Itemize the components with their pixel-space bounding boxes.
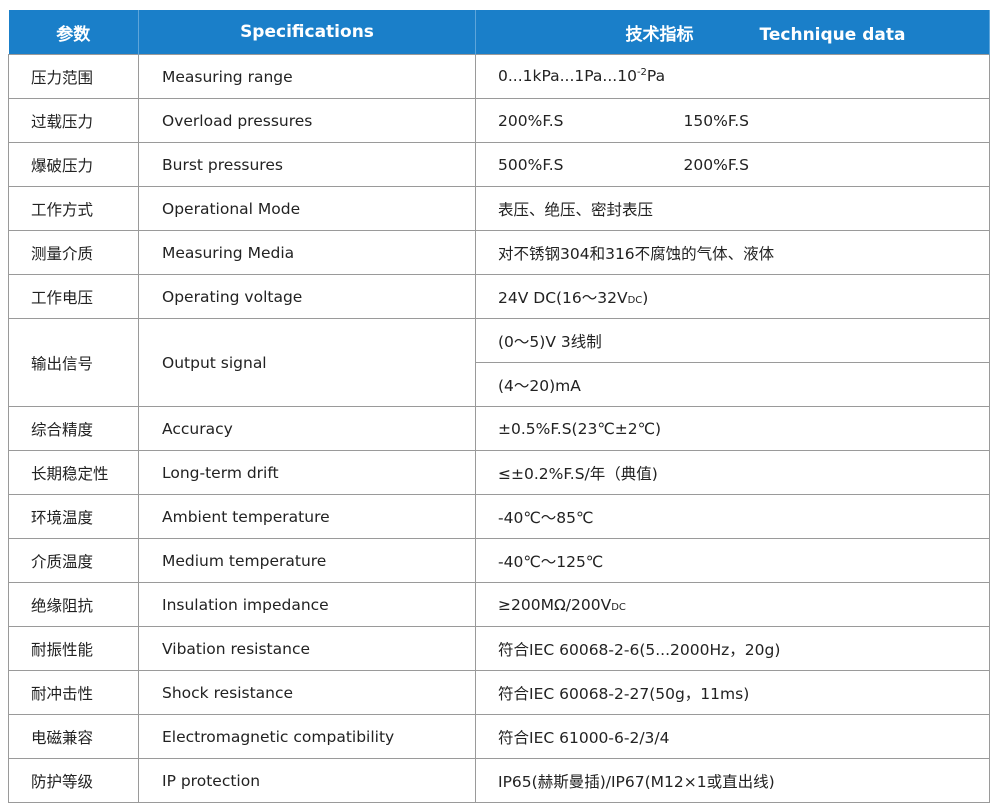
value-suffix: ) — [642, 288, 649, 307]
table-row: 工作方式 Operational Mode 表压、绝压、密封表压 — [8, 186, 990, 231]
header-tech: 技术指标 Technique data — [475, 10, 990, 55]
table-row: 测量介质 Measuring Media 对不锈钢304和316不腐蚀的气体、液… — [8, 230, 990, 275]
param-cn: 综合精度 — [8, 406, 139, 451]
tech-value: 对不锈钢304和316不腐蚀的气体、液体 — [475, 230, 990, 275]
tech-value: ≥200MΩ/200VDC — [475, 582, 990, 627]
param-cn: 耐振性能 — [8, 626, 139, 671]
table-row: 输出信号 Output signal (0～5)V 3线制 — [8, 318, 990, 407]
header-tech-en: Technique data — [759, 24, 906, 45]
param-cn: 爆破压力 — [8, 142, 139, 187]
tech-value: IP65(赫斯曼插)/IP67(M12×1或直出线) — [475, 758, 990, 803]
value-text: -40℃～125℃ — [498, 552, 604, 571]
tech-value: 表压、绝压、密封表压 — [475, 186, 990, 231]
header-tech-cn: 技术指标 — [625, 24, 694, 45]
value-text: 24V DC(16～32V — [498, 288, 628, 307]
header-row: 参数 Specifications 技术指标 Technique data — [8, 10, 990, 55]
spec-en: Burst pressures — [138, 142, 476, 187]
value-text: ≤±0.2%F.S/年（典值) — [498, 464, 658, 483]
value-subscript: DC — [627, 294, 643, 306]
value-text: ±0.5%F.S(23℃±2℃) — [498, 419, 662, 438]
header-param: 参数 — [8, 10, 139, 55]
spec-en: Insulation impedance — [138, 582, 476, 627]
value-text: ≥200MΩ/200V — [498, 595, 612, 614]
value-text-2: 150%F.S — [683, 111, 750, 130]
table-row: 工作电压 Operating voltage 24V DC(16～32VDC) — [8, 274, 990, 319]
table-row: (4～20)mA — [9, 362, 990, 407]
param-cn: 长期稳定性 — [8, 450, 139, 495]
table-row: 介质温度 Medium temperature -40℃～125℃ — [8, 538, 990, 583]
spec-en: Vibation resistance — [138, 626, 476, 671]
table-row: 防护等级 IP protection IP65(赫斯曼插)/IP67(M12×1… — [8, 758, 990, 803]
spec-en: Overload pressures — [138, 98, 476, 143]
tech-value: 符合IEC 61000-6-2/3/4 — [475, 714, 990, 759]
spec-en: Shock resistance — [138, 670, 476, 715]
value-text: (4～20)mA — [498, 376, 581, 395]
table-row: 综合精度 Accuracy ±0.5%F.S(23℃±2℃) — [8, 406, 990, 451]
table-row: 爆破压力 Burst pressures 500%F.S 200%F.S — [8, 142, 990, 187]
tech-value: ±0.5%F.S(23℃±2℃) — [475, 406, 990, 451]
table-row: 过载压力 Overload pressures 200%F.S 150%F.S — [8, 98, 990, 143]
spec-en: Output signal — [138, 318, 476, 407]
value-text: 500%F.S — [498, 155, 564, 174]
table-row: 耐振性能 Vibation resistance 符合IEC 60068-2-6… — [8, 626, 990, 671]
tech-value: 符合IEC 60068-2-6(5...2000Hz，20g) — [475, 626, 990, 671]
param-cn: 测量介质 — [8, 230, 139, 275]
spec-en: Measuring Media — [138, 230, 476, 275]
param-cn: 介质温度 — [8, 538, 139, 583]
param-cn: 输出信号 — [8, 318, 139, 407]
value-text: -40℃～85℃ — [498, 508, 594, 527]
tech-value: -40℃～125℃ — [475, 538, 990, 583]
value-text-2: 200%F.S — [683, 155, 750, 174]
tech-value: 500%F.S 200%F.S — [475, 142, 990, 187]
value-text: (0～5)V 3线制 — [498, 332, 602, 351]
tech-value: ≤±0.2%F.S/年（典值) — [475, 450, 990, 495]
table-row: 长期稳定性 Long-term drift ≤±0.2%F.S/年（典值) — [8, 450, 990, 495]
tech-value: 0...1kPa...1Pa...10-2Pa — [475, 54, 990, 99]
value-text: 0...1kPa...1Pa...10 — [498, 67, 637, 86]
param-cn: 绝缘阻抗 — [8, 582, 139, 627]
spec-en: Accuracy — [138, 406, 476, 451]
tech-value: -40℃～85℃ — [475, 494, 990, 539]
param-cn: 过载压力 — [8, 98, 139, 143]
table-row: 绝缘阻抗 Insulation impedance ≥200MΩ/200VDC — [8, 582, 990, 627]
spec-en: Long-term drift — [138, 450, 476, 495]
tech-value: (4～20)mA — [475, 362, 990, 407]
value-text: 200%F.S — [498, 111, 564, 130]
spec-table: 参数 Specifications 技术指标 Technique data 压力范… — [8, 10, 990, 803]
param-cn: 工作电压 — [8, 274, 139, 319]
spec-en: Operational Mode — [138, 186, 476, 231]
header-spec: Specifications — [138, 10, 476, 55]
param-cn: 环境温度 — [8, 494, 139, 539]
value-text: 符合IEC 60068-2-6(5...2000Hz，20g) — [498, 640, 781, 659]
param-cn: 压力范围 — [8, 54, 139, 99]
param-cn: 防护等级 — [8, 758, 139, 803]
value-text: 符合IEC 61000-6-2/3/4 — [498, 728, 670, 747]
param-cn: 电磁兼容 — [8, 714, 139, 759]
spec-en: Operating voltage — [138, 274, 476, 319]
value-sup: -2 — [636, 67, 647, 79]
spec-en: Ambient temperature — [138, 494, 476, 539]
table-row: 环境温度 Ambient temperature -40℃～85℃ — [8, 494, 990, 539]
spec-en: Measuring range — [138, 54, 476, 99]
spec-en: Electromagnetic compatibility — [138, 714, 476, 759]
value-text: IP65(赫斯曼插)/IP67(M12×1或直出线) — [498, 772, 775, 791]
param-cn: 耐冲击性 — [8, 670, 139, 715]
tech-value: (0～5)V 3线制 — [475, 318, 990, 363]
table-row: 压力范围 Measuring range 0...1kPa...1Pa...10… — [8, 54, 990, 99]
value-text: 表压、绝压、密封表压 — [498, 200, 654, 219]
value-text: 符合IEC 60068-2-27(50g，11ms) — [498, 684, 750, 703]
tech-value: 24V DC(16～32VDC) — [475, 274, 990, 319]
param-cn: 工作方式 — [8, 186, 139, 231]
tech-value: 200%F.S 150%F.S — [475, 98, 990, 143]
spec-en: Medium temperature — [138, 538, 476, 583]
spec-en: IP protection — [138, 758, 476, 803]
value-suffix: Pa — [646, 67, 666, 86]
table-row: 电磁兼容 Electromagnetic compatibility 符合IEC… — [8, 714, 990, 759]
value-subscript: DC — [611, 601, 626, 613]
tech-value: 符合IEC 60068-2-27(50g，11ms) — [475, 670, 990, 715]
table-row: 耐冲击性 Shock resistance 符合IEC 60068-2-27(5… — [8, 670, 990, 715]
value-text: 对不锈钢304和316不腐蚀的气体、液体 — [498, 244, 775, 263]
